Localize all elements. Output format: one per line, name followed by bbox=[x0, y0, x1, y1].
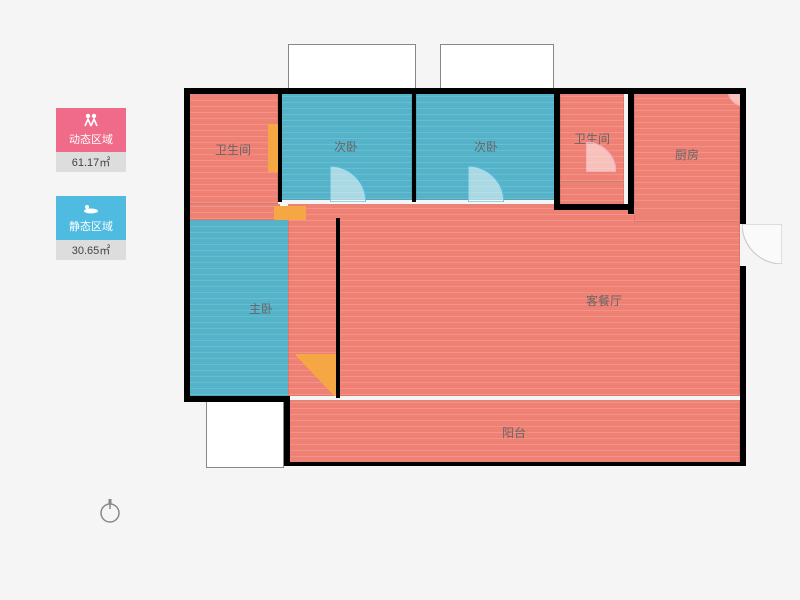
living-dining-label: 客餐厅 bbox=[586, 292, 622, 309]
kitchen: 厨房 bbox=[634, 94, 740, 214]
living-dining: 客餐厅 bbox=[288, 204, 740, 396]
balcony-outline bbox=[206, 398, 284, 468]
living-right-ext bbox=[634, 214, 740, 222]
bathroom-2-label: 卫生间 bbox=[574, 130, 610, 147]
balcony-outline bbox=[440, 44, 554, 94]
balcony-label: 阳台 bbox=[502, 424, 526, 441]
wall-segment bbox=[184, 88, 744, 94]
bedroom-secondary-1: 次卧 bbox=[280, 92, 412, 200]
balcony: 阳台 bbox=[288, 400, 740, 464]
legend-label: 静态区域 bbox=[69, 218, 113, 234]
kitchen-label: 厨房 bbox=[675, 146, 699, 163]
swing-entry bbox=[742, 224, 782, 264]
wall-segment bbox=[278, 88, 282, 202]
wall-segment bbox=[740, 266, 746, 466]
legend-value: 61.17㎡ bbox=[56, 152, 126, 172]
wall-segment bbox=[284, 396, 290, 466]
sleep-icon: 静态区域 bbox=[56, 196, 126, 240]
legend-value: 30.65㎡ bbox=[56, 240, 126, 260]
bedroom-secondary-1-label: 次卧 bbox=[334, 138, 358, 155]
wall-segment bbox=[336, 218, 340, 398]
wall-segment bbox=[184, 396, 284, 402]
wall-segment bbox=[412, 88, 416, 202]
bathroom-2: 卫生间 bbox=[560, 94, 624, 182]
legend-label: 动态区域 bbox=[69, 131, 113, 147]
people-icon-glyph bbox=[82, 113, 100, 129]
balcony-outline bbox=[288, 44, 416, 94]
bathroom-1: 卫生间 bbox=[188, 94, 278, 204]
sleep-icon-glyph bbox=[82, 202, 100, 216]
floor-plan-canvas: 动态区域61.17㎡静态区域30.65㎡ 卫生间次卧次卧卫生间厨房主卧客餐厅阳台 bbox=[0, 0, 800, 600]
bedroom-master-label: 主卧 bbox=[249, 300, 273, 317]
wall-segment bbox=[284, 462, 744, 466]
wall-segment bbox=[628, 88, 634, 214]
door-master-bedroom bbox=[296, 354, 336, 396]
wall-segment bbox=[554, 88, 560, 208]
wall-segment bbox=[184, 88, 190, 220]
legend-dynamic: 动态区域 61.17㎡ bbox=[56, 108, 126, 172]
bedroom-secondary-2: 次卧 bbox=[416, 92, 556, 200]
compass-icon bbox=[95, 495, 125, 525]
wall-segment bbox=[184, 218, 190, 400]
wall-segment bbox=[554, 204, 630, 210]
people-icon: 动态区域 bbox=[56, 108, 126, 152]
wall-segment bbox=[740, 88, 746, 224]
bedroom-secondary-2-label: 次卧 bbox=[474, 138, 498, 155]
bathroom-1-label: 卫生间 bbox=[215, 141, 251, 158]
door-master-top bbox=[274, 206, 306, 220]
corridor-top bbox=[188, 204, 280, 220]
legend-static: 静态区域 30.65㎡ bbox=[56, 196, 126, 260]
